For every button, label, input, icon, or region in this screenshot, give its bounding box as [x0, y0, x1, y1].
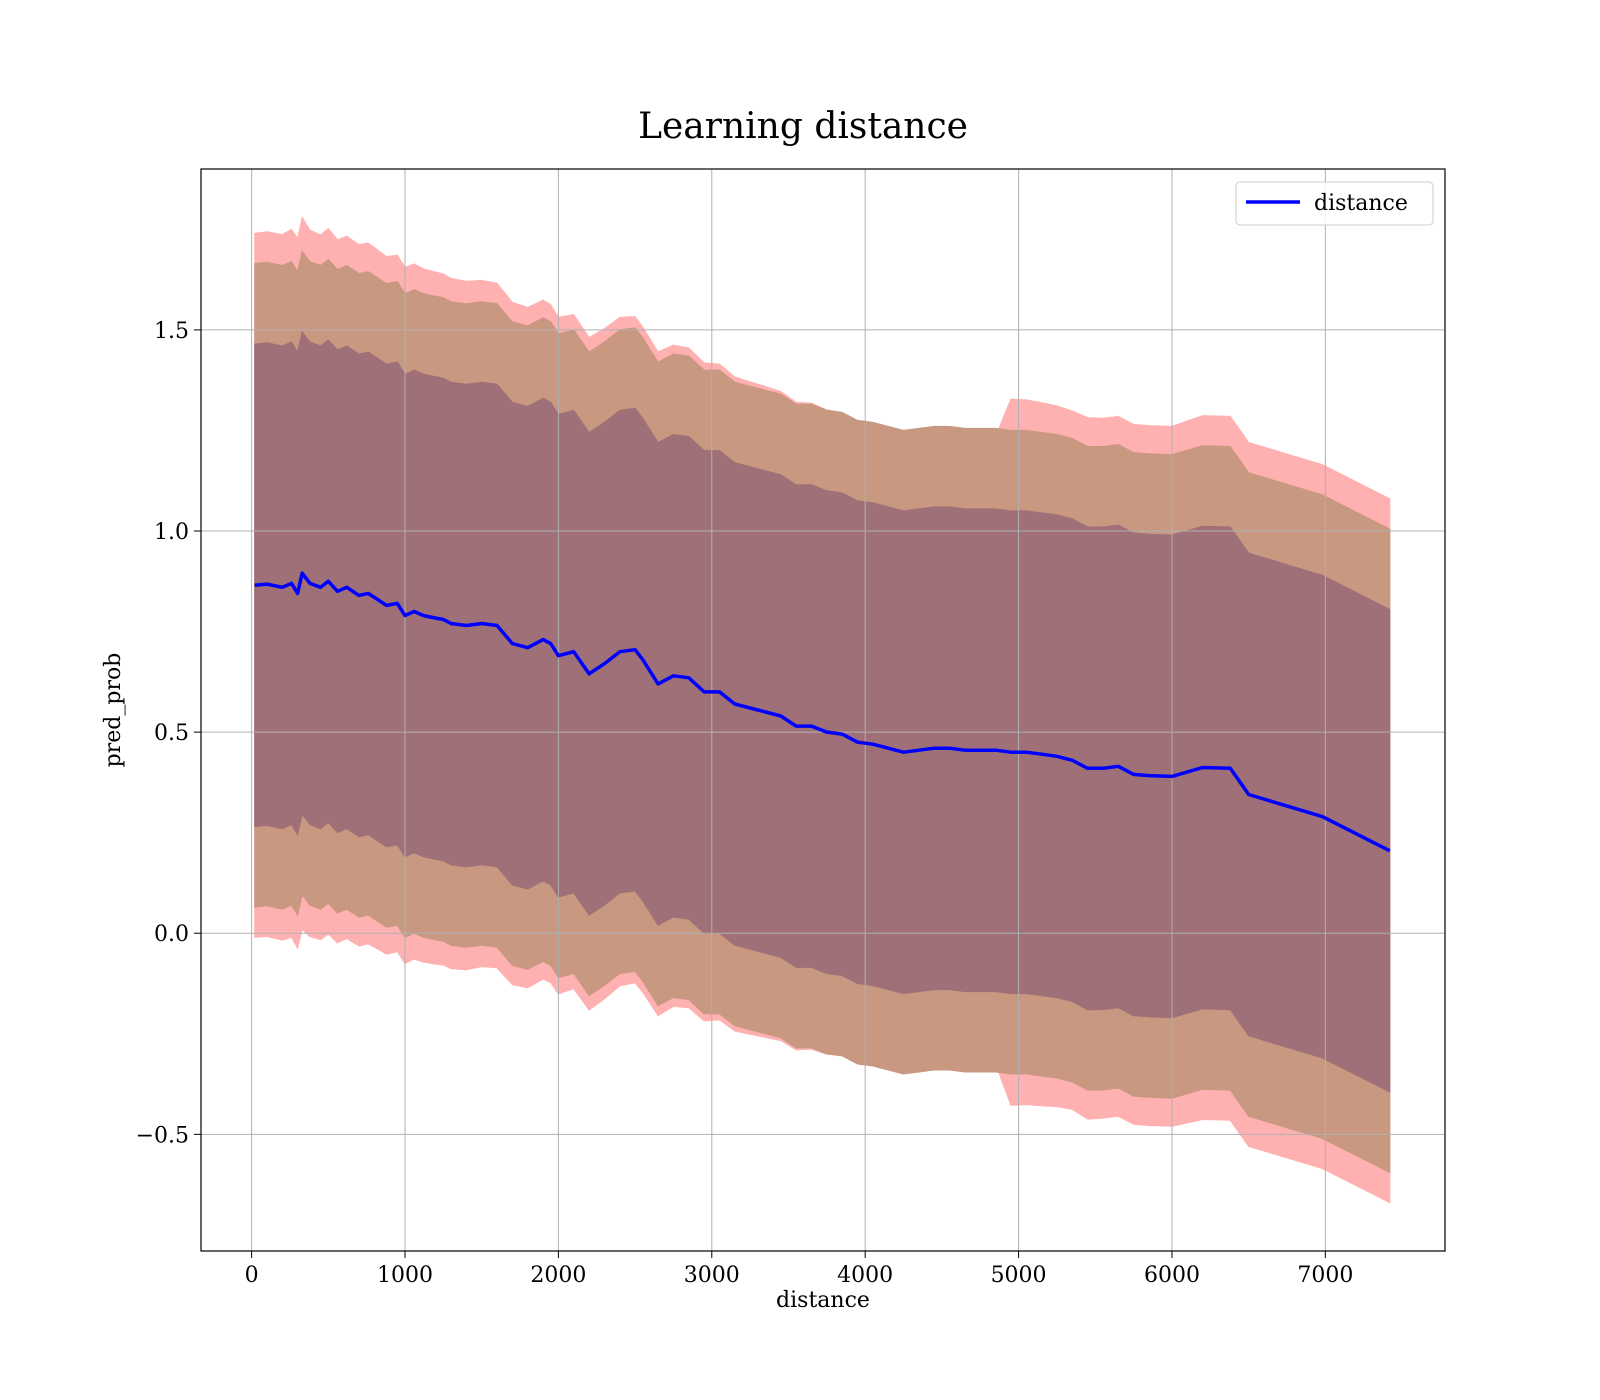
y-tick-label-4: 1.5 [154, 319, 189, 344]
legend-box [1235, 181, 1434, 226]
x-tick-label-7: 7000 [1297, 1263, 1353, 1288]
chart-title: Learning distance [638, 106, 968, 147]
legend-entry-distance: distance [1314, 191, 1408, 216]
y-tick-label-2: 0.5 [154, 721, 189, 746]
x-tick-label-1: 1000 [377, 1263, 433, 1288]
y-tick-label-1: 0.0 [154, 922, 189, 947]
confidence-bands [254, 215, 1391, 1204]
grid [201, 169, 1445, 1251]
x-tick-label-2: 2000 [530, 1263, 586, 1288]
band-1sd [254, 330, 1391, 1093]
y-axis-ticks: −0.5 0.0 0.5 1.0 1.5 [136, 319, 201, 1148]
x-tick-label-3: 3000 [684, 1263, 740, 1288]
x-tick-label-4: 4000 [837, 1263, 893, 1288]
y-tick-label-3: 1.0 [154, 520, 189, 545]
series-lines [254, 571, 1391, 853]
y-axis-label: pred_prob [101, 653, 126, 768]
plot-frame [200, 168, 1446, 1252]
x-tick-label-5: 5000 [991, 1263, 1047, 1288]
series-line-distance [254, 571, 1391, 853]
x-axis-label: distance [776, 1288, 870, 1313]
x-tick-label-0: 0 [245, 1263, 259, 1288]
legend: distance [1235, 181, 1434, 226]
x-tick-label-6: 6000 [1144, 1263, 1200, 1288]
y-tick-label-0: −0.5 [136, 1123, 189, 1148]
x-axis-ticks: 0 1000 2000 3000 4000 5000 6000 7000 [245, 1251, 1353, 1288]
